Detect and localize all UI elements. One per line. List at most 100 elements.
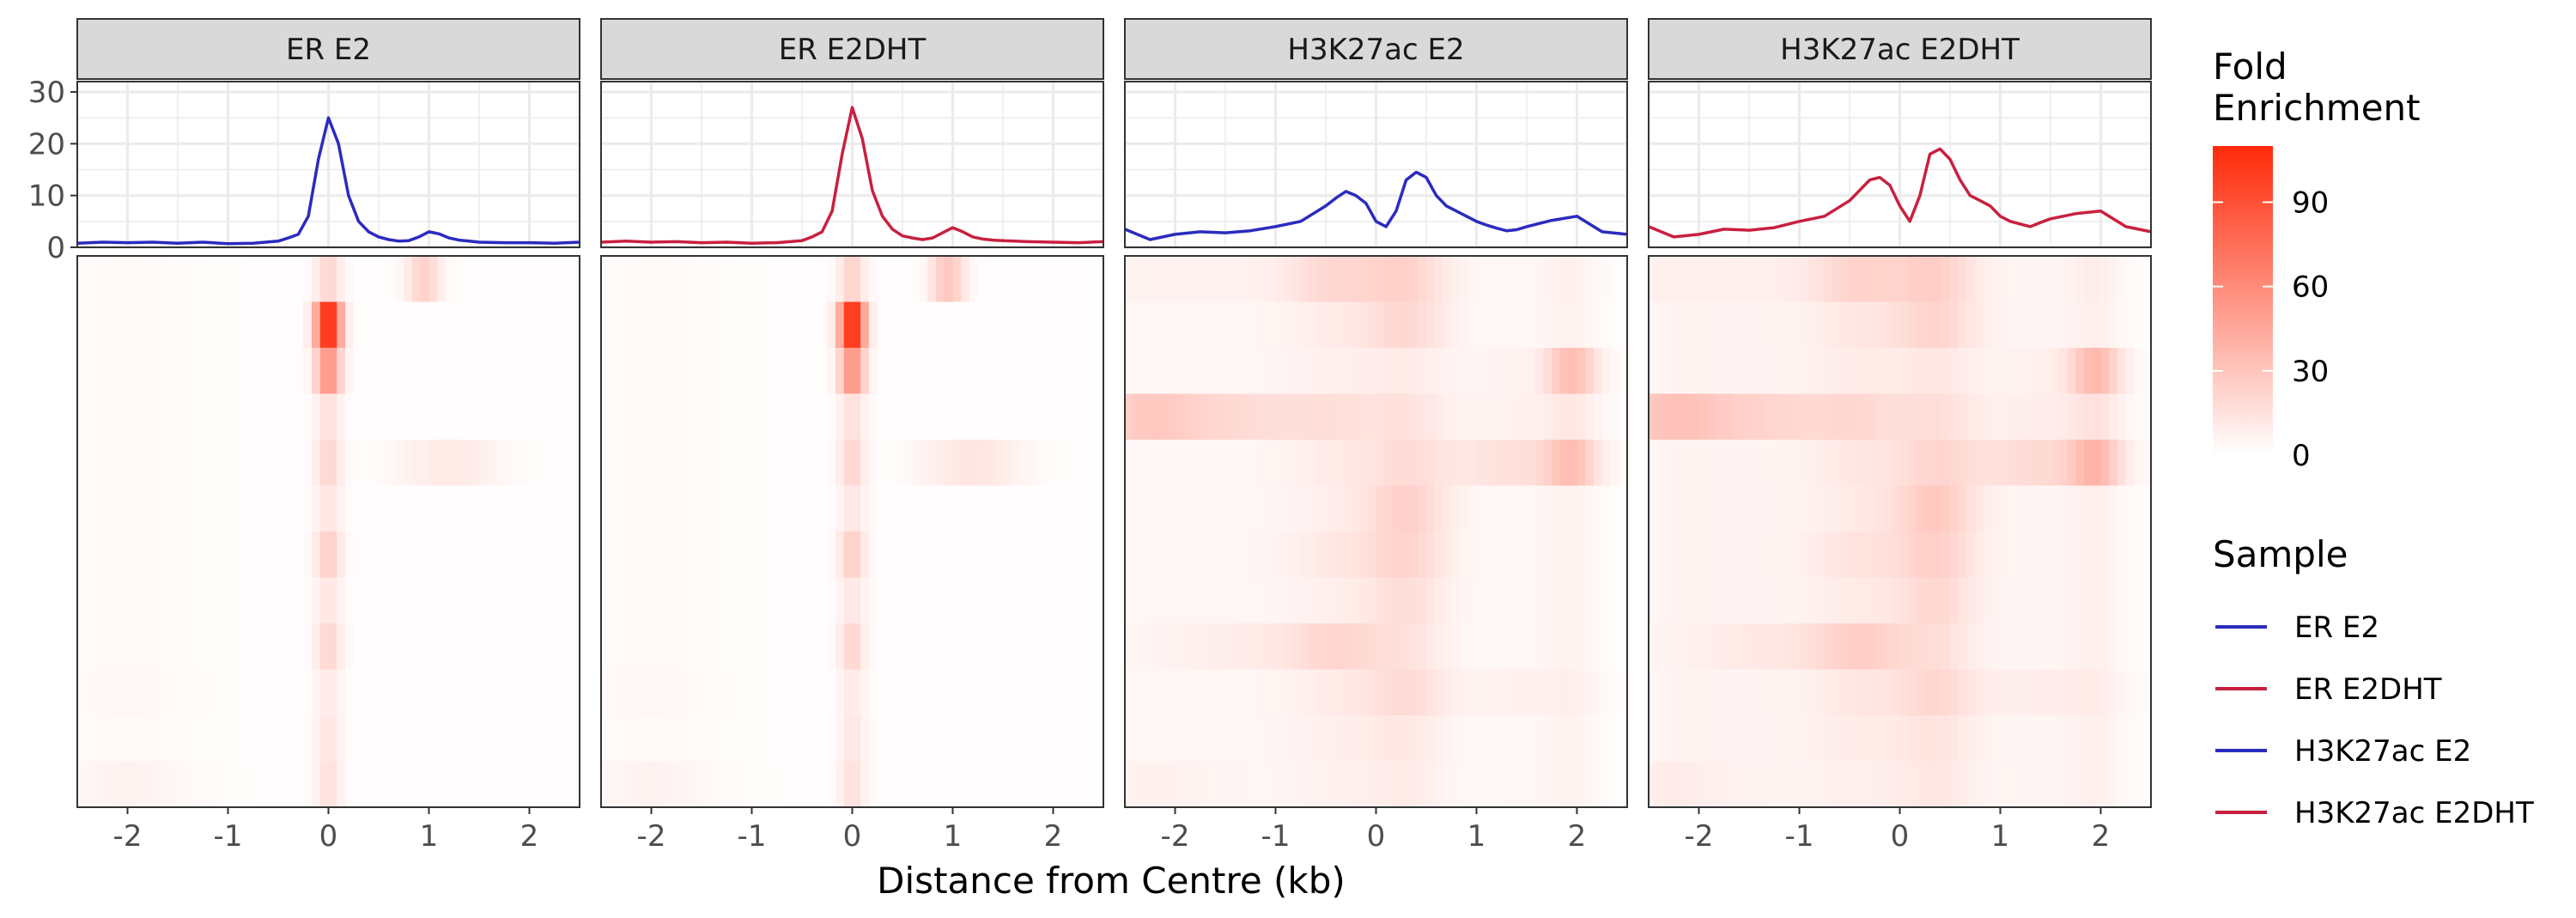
- heatmap-cell: [961, 440, 970, 487]
- heatmap-cell: [2067, 440, 2076, 487]
- heatmap-cell: [446, 761, 455, 808]
- heatmap-cell: [1418, 577, 1427, 624]
- heatmap-cell: [1585, 623, 1595, 671]
- heatmap-cell: [404, 623, 413, 671]
- heatmap-cell: [1741, 715, 1750, 763]
- heatmap-cell: [428, 623, 438, 671]
- heatmap-cell: [2125, 440, 2136, 487]
- heatmap-cell: [386, 761, 397, 808]
- heatmap-cell: [529, 761, 538, 808]
- heatmap-cell: [1036, 761, 1046, 808]
- heatmap-cell: [1158, 761, 1168, 808]
- heatmap-cell: [1585, 393, 1595, 441]
- heatmap-cell: [1150, 301, 1159, 349]
- heatmap-cell: [1866, 715, 1875, 763]
- heatmap-cell: [1552, 577, 1561, 624]
- heatmap-cell: [702, 761, 711, 808]
- heatmap-cell: [152, 715, 162, 763]
- heatmap-cell: [1250, 301, 1260, 349]
- heatmap-cell: [1560, 348, 1570, 395]
- heatmap-cell: [601, 301, 611, 349]
- heatmap-cell: [860, 301, 870, 349]
- heatmap-cell: [513, 532, 522, 579]
- heatmap-cell: [1451, 393, 1461, 441]
- heatmap-cell: [1141, 532, 1151, 579]
- heatmap-cell: [1984, 393, 1993, 441]
- heatmap-cell: [1061, 761, 1071, 808]
- heatmap-cell: [659, 348, 669, 395]
- heatmap-cell: [1036, 348, 1046, 395]
- heatmap-cell: [1966, 301, 1976, 349]
- heatmap-cell: [462, 669, 471, 716]
- heatmap-cell: [2025, 761, 2035, 808]
- heatmap-cell: [994, 532, 1004, 579]
- heatmap-cell: [1044, 348, 1054, 395]
- heatmap-cell: [1334, 532, 1344, 579]
- heatmap-cell: [776, 623, 787, 671]
- heatmap-cell: [2067, 301, 2076, 349]
- x-tick-label: -2: [637, 819, 666, 854]
- heatmap-cell: [404, 577, 413, 624]
- heatmap-cell: [1125, 440, 1134, 487]
- heatmap-cell: [1426, 440, 1436, 487]
- heatmap-cell: [169, 532, 179, 579]
- heatmap-cell: [1950, 532, 1959, 579]
- heatmap-cell: [1958, 301, 1968, 349]
- heatmap-cell: [370, 715, 380, 763]
- heatmap-cell: [487, 623, 497, 671]
- heatmap-cell: [1233, 256, 1243, 303]
- heatmap-cell: [1351, 761, 1360, 808]
- heatmap-cell: [1783, 669, 1792, 716]
- heatmap-cell: [118, 393, 129, 441]
- heatmap-cell: [312, 393, 321, 441]
- heatmap-cell: [1300, 669, 1310, 716]
- heatmap-cell: [286, 761, 296, 808]
- heatmap-cell: [1883, 715, 1893, 763]
- heatmap-cell: [1078, 485, 1088, 532]
- heatmap-cell: [1317, 348, 1327, 395]
- heatmap-cell: [228, 440, 237, 487]
- heatmap-cell: [1150, 532, 1159, 579]
- heatmap-cell: [1594, 393, 1603, 441]
- heatmap-cell: [676, 256, 686, 303]
- heatmap-cell: [2033, 301, 2043, 349]
- heatmap-cell: [446, 623, 455, 671]
- heatmap-cell: [1850, 715, 1859, 763]
- heatmap-cell: [1649, 715, 1658, 763]
- heatmap-cell: [1326, 623, 1335, 671]
- heatmap-cell: [303, 761, 313, 808]
- heatmap-cell: [1267, 301, 1277, 349]
- heatmap-cell: [1376, 440, 1385, 487]
- heatmap-cell: [1723, 669, 1734, 716]
- heatmap-cell: [1166, 532, 1176, 579]
- heatmap-cell: [2092, 301, 2102, 349]
- heatmap-cell: [1309, 485, 1318, 532]
- heatmap-cell: [1259, 577, 1268, 624]
- heatmap-cell: [1233, 440, 1243, 487]
- heatmap-cell: [1166, 256, 1176, 303]
- heatmap-cell: [1003, 256, 1012, 303]
- heatmap-cell: [1225, 669, 1235, 716]
- heatmap-cell: [1665, 485, 1674, 532]
- heatmap-cell: [702, 485, 711, 532]
- heatmap-cell: [751, 623, 761, 671]
- heatmap-cell: [1125, 669, 1134, 716]
- heatmap-cell: [453, 623, 464, 671]
- heatmap-cell: [1460, 393, 1469, 441]
- heatmap-cell: [495, 669, 505, 716]
- heatmap-cell: [802, 577, 811, 624]
- heatmap-cell: [245, 301, 254, 349]
- heatmap-cell: [1966, 577, 1976, 624]
- heatmap-cell: [1941, 393, 1951, 441]
- heatmap-cell: [1610, 256, 1619, 303]
- heatmap-cell: [546, 301, 556, 349]
- heatmap-cell: [1534, 485, 1545, 532]
- heatmap-cell: [185, 715, 196, 763]
- heatmap-cell: [1510, 348, 1519, 395]
- heatmap-cell: [1807, 577, 1817, 624]
- heatmap-cell: [513, 623, 522, 671]
- heatmap-cell: [337, 715, 346, 763]
- heatmap-cell: [810, 532, 820, 579]
- heatmap-cell: [1749, 301, 1759, 349]
- heatmap-cell: [1292, 256, 1302, 303]
